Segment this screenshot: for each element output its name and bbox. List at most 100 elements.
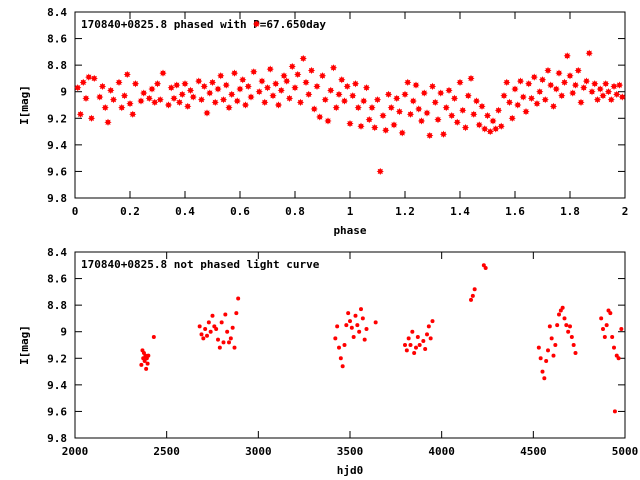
x-tick-label: 0.2 xyxy=(120,205,140,218)
data-point xyxy=(247,93,255,101)
data-point xyxy=(390,121,398,129)
data-point xyxy=(145,361,150,366)
data-point xyxy=(115,78,123,87)
data-point xyxy=(516,77,525,85)
data-point xyxy=(503,78,511,87)
data-point xyxy=(612,345,616,350)
data-point xyxy=(146,353,151,358)
y-tick-label: 9.6 xyxy=(47,405,67,418)
data-point xyxy=(505,98,514,106)
data-point xyxy=(310,105,318,113)
x-tick-label: 3500 xyxy=(337,445,364,458)
data-point xyxy=(530,73,538,81)
data-point xyxy=(230,325,235,330)
data-point xyxy=(536,345,541,350)
data-point xyxy=(508,114,516,122)
data-point xyxy=(234,311,239,316)
data-point xyxy=(412,81,420,89)
data-point xyxy=(120,92,129,100)
data-point xyxy=(214,85,222,93)
data-point xyxy=(107,86,115,94)
data-point xyxy=(615,81,624,89)
data-point xyxy=(408,343,413,347)
data-point xyxy=(263,84,272,92)
data-point xyxy=(430,319,435,324)
data-point xyxy=(219,96,228,104)
data-point xyxy=(546,348,550,353)
data-point xyxy=(571,81,580,89)
data-point xyxy=(560,78,569,87)
data-point xyxy=(376,167,384,176)
y-tick-label: 8.6 xyxy=(47,33,67,46)
data-point xyxy=(387,104,395,112)
data-point xyxy=(288,62,296,71)
data-point xyxy=(593,96,602,104)
data-point xyxy=(291,84,299,92)
data-point xyxy=(139,362,144,367)
data-point xyxy=(208,329,213,334)
data-point xyxy=(415,105,423,113)
x-tick-label: 2000 xyxy=(62,445,89,458)
plot-title: 170840+0825.8 phased with P=67.650day xyxy=(81,18,326,31)
data-point xyxy=(142,358,147,363)
y-tick-label: 9.6 xyxy=(47,165,67,178)
data-point xyxy=(417,343,422,347)
data-point xyxy=(206,320,211,325)
x-tick-label: 2500 xyxy=(153,445,180,458)
data-point xyxy=(123,70,131,79)
data-point xyxy=(619,327,624,332)
data-point xyxy=(164,101,173,109)
y-tick-label: 8.4 xyxy=(47,246,67,259)
data-point xyxy=(494,106,503,114)
data-point xyxy=(569,335,574,340)
data-point xyxy=(280,72,288,80)
data-point xyxy=(197,324,202,329)
x-tick-label: 3000 xyxy=(245,445,272,458)
data-point xyxy=(324,117,332,125)
data-point xyxy=(241,101,250,109)
data-point xyxy=(186,86,195,94)
data-point xyxy=(184,102,192,110)
data-point xyxy=(277,86,285,94)
data-point xyxy=(145,94,153,102)
data-point xyxy=(426,131,434,140)
data-point xyxy=(580,84,588,92)
data-point xyxy=(208,78,217,87)
data-point xyxy=(574,66,582,75)
data-point xyxy=(357,329,362,334)
data-point xyxy=(118,104,126,112)
data-point xyxy=(601,327,605,332)
data-point xyxy=(329,64,338,72)
data-point xyxy=(200,82,208,90)
data-point xyxy=(217,345,222,350)
data-point xyxy=(313,82,321,90)
data-point xyxy=(544,66,552,75)
data-point xyxy=(362,337,367,342)
data-point xyxy=(423,346,428,351)
data-point xyxy=(423,109,431,117)
data-point xyxy=(203,327,208,332)
data-point xyxy=(365,116,373,124)
data-point xyxy=(206,89,214,97)
data-point xyxy=(571,343,576,347)
data-point xyxy=(461,123,470,132)
x-tick-label: 1 xyxy=(347,205,354,218)
data-point xyxy=(481,125,489,133)
data-point xyxy=(305,90,313,98)
data-point xyxy=(478,102,486,110)
data-point xyxy=(406,110,415,118)
data-point xyxy=(101,104,109,112)
data-point xyxy=(475,121,483,129)
data-point xyxy=(558,92,566,100)
y-tick-label: 9 xyxy=(60,86,67,99)
data-point xyxy=(353,313,358,318)
data-point xyxy=(269,92,277,100)
data-point xyxy=(236,296,241,301)
data-point xyxy=(568,324,572,329)
x-tick-label: 0.6 xyxy=(230,205,250,218)
data-point xyxy=(439,130,448,138)
data-point xyxy=(104,118,112,126)
data-point xyxy=(421,339,426,344)
data-point xyxy=(549,336,554,341)
data-point xyxy=(401,90,409,98)
